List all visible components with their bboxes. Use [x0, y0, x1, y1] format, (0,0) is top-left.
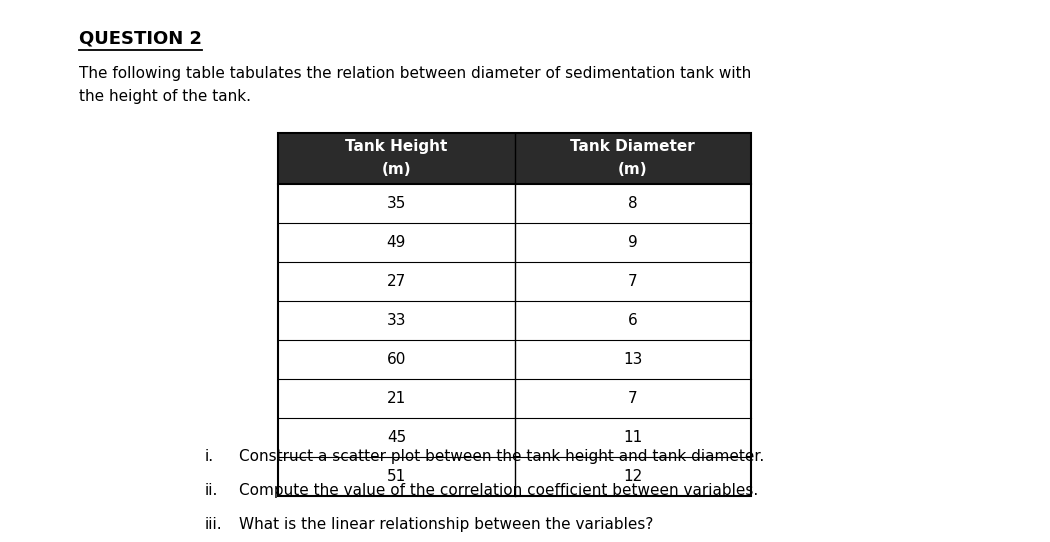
- Text: iii.: iii.: [205, 517, 223, 532]
- Text: Compute the value of the correlation coefficient between variables.: Compute the value of the correlation coe…: [239, 483, 759, 498]
- Text: 6: 6: [628, 313, 637, 328]
- Bar: [278, 133, 751, 496]
- Text: 33: 33: [386, 313, 406, 328]
- Bar: [278, 223, 751, 262]
- Text: 35: 35: [386, 196, 406, 211]
- Bar: [278, 133, 751, 184]
- Text: 13: 13: [623, 352, 643, 367]
- Text: Tank Height: Tank Height: [345, 139, 447, 154]
- Text: 11: 11: [623, 430, 643, 446]
- Text: 7: 7: [628, 391, 637, 406]
- Text: 12: 12: [623, 469, 643, 485]
- Text: 51: 51: [386, 469, 406, 485]
- Text: Tank Diameter: Tank Diameter: [570, 139, 695, 154]
- Bar: [278, 301, 751, 340]
- Text: What is the linear relationship between the variables?: What is the linear relationship between …: [239, 517, 654, 532]
- Text: 60: 60: [386, 352, 406, 367]
- Bar: [278, 379, 751, 418]
- Text: (m): (m): [617, 162, 648, 177]
- Bar: [278, 457, 751, 496]
- Text: 49: 49: [386, 235, 406, 250]
- Bar: [278, 340, 751, 379]
- Text: 8: 8: [628, 196, 637, 211]
- Text: 9: 9: [628, 235, 637, 250]
- Bar: [278, 184, 751, 223]
- Text: (m): (m): [381, 162, 412, 177]
- Text: 21: 21: [386, 391, 406, 406]
- Bar: [278, 418, 751, 457]
- Text: Construct a scatter plot between the tank height and tank diameter.: Construct a scatter plot between the tan…: [239, 449, 764, 464]
- Text: i.: i.: [205, 449, 214, 464]
- Text: 7: 7: [628, 274, 637, 289]
- Text: the height of the tank.: the height of the tank.: [79, 89, 251, 105]
- Text: QUESTION 2: QUESTION 2: [79, 30, 202, 48]
- Text: 45: 45: [386, 430, 406, 446]
- Text: The following table tabulates the relation between diameter of sedimentation tan: The following table tabulates the relati…: [79, 66, 751, 81]
- Text: 27: 27: [386, 274, 406, 289]
- Bar: [278, 262, 751, 301]
- Text: ii.: ii.: [205, 483, 218, 498]
